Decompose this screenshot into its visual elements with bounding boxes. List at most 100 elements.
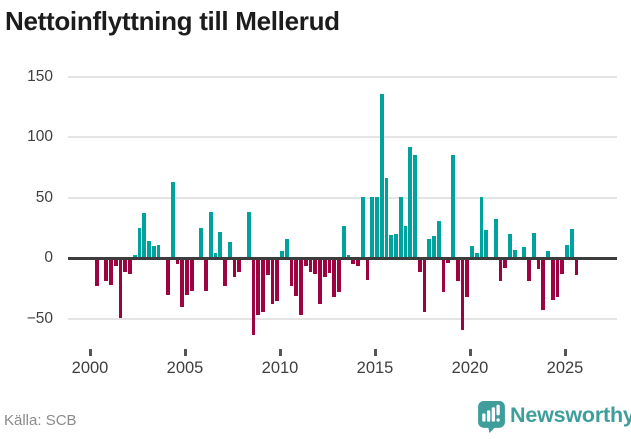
bar-2007-q4 — [237, 259, 242, 272]
bar-2011-q2 — [303, 259, 308, 266]
x-axis-tick-2020 — [469, 349, 472, 356]
bar-2007-q3 — [232, 259, 237, 277]
bar-2020-q2 — [474, 253, 479, 257]
bar-2000-q2 — [94, 259, 99, 287]
bar-2008-q3 — [251, 259, 256, 335]
bar-2009-q2 — [265, 259, 270, 276]
bar-2014-q1 — [356, 259, 360, 266]
bar-2025-q1 — [565, 244, 569, 257]
bar-2009-q4 — [275, 259, 280, 301]
bar-2005-q4 — [199, 227, 204, 257]
bar-2024-q3 — [555, 259, 560, 298]
bar-2015-q3 — [384, 178, 389, 257]
bar-2008-q4 — [256, 259, 261, 316]
x-axis-label-2005: 2005 — [166, 359, 204, 377]
bar-2024-q2 — [550, 259, 555, 300]
bar-2010-q2 — [284, 238, 289, 257]
bar-2017-q2 — [417, 259, 422, 272]
bar-2018-q4 — [446, 259, 451, 264]
bar-2018-q3 — [441, 259, 446, 293]
bar-2022-q1 — [508, 234, 512, 257]
bar-2023-q1 — [527, 259, 531, 282]
bar-2020-q1 — [470, 246, 474, 257]
bar-2015-q1 — [375, 196, 379, 257]
bar-2017-q3 — [422, 259, 427, 312]
bar-2000-q4 — [104, 259, 109, 282]
bar-2013-q4 — [351, 259, 356, 265]
bar-2016-q3 — [403, 225, 408, 257]
bar-2004-q3 — [175, 259, 180, 265]
bar-2013-q2 — [341, 225, 346, 257]
bar-2005-q1 — [185, 259, 189, 295]
bar-2022-q2 — [512, 249, 517, 257]
bar-2025-q3 — [574, 259, 579, 276]
bar-series — [90, 65, 590, 357]
newsworthy-badge-icon — [478, 401, 505, 433]
bar-2015-q4 — [389, 235, 394, 257]
bar-2023-q2 — [531, 232, 536, 257]
x-axis-tick-2025 — [564, 349, 567, 356]
bar-2011-q4 — [313, 259, 318, 275]
y-axis-label-0: 0 — [44, 249, 53, 266]
bar-2020-q3 — [479, 196, 484, 257]
bar-2022-q4 — [522, 247, 527, 257]
x-axis-label-2010: 2010 — [261, 359, 299, 377]
newsworthy-logo[interactable]: Newsworthy — [478, 400, 631, 434]
bar-2016-q1 — [394, 234, 398, 257]
bar-2017-q4 — [427, 238, 432, 257]
zero-line — [68, 256, 617, 260]
bar-2012-q4 — [332, 259, 337, 298]
bar-2012-q2 — [322, 259, 327, 277]
bar-2014-q3 — [365, 259, 370, 281]
bar-2014-q4 — [370, 196, 375, 257]
bar-2002-q3 — [137, 227, 142, 257]
y-axis-label--50: −50 — [26, 309, 53, 327]
bar-2006-q3 — [213, 253, 218, 257]
bar-2023-q3 — [536, 259, 541, 270]
bar-2019-q4 — [465, 259, 470, 298]
bar-2016-q2 — [398, 196, 403, 257]
plot-area — [68, 65, 617, 357]
gridline-50 — [68, 196, 617, 199]
bar-2002-q2 — [132, 254, 137, 257]
bar-2009-q3 — [270, 259, 275, 305]
bar-2001-q1 — [109, 259, 113, 285]
y-axis-label-50: 50 — [35, 188, 53, 206]
gridline--50 — [68, 317, 617, 320]
x-axis-label-2020: 2020 — [451, 359, 489, 377]
bar-2018-q2 — [436, 220, 441, 257]
x-axis-tick-2010 — [279, 349, 282, 356]
bar-2015-q2 — [379, 93, 384, 257]
bar-2017-q1 — [413, 155, 417, 257]
bar-2006-q4 — [218, 231, 223, 257]
bar-2013-q3 — [346, 254, 351, 257]
bar-2004-q1 — [166, 259, 170, 295]
bar-2003-q1 — [147, 241, 151, 257]
bar-2001-q3 — [118, 259, 123, 318]
bar-2025-q2 — [569, 229, 574, 257]
bar-2020-q4 — [484, 230, 489, 257]
y-axis-label-150: 150 — [27, 67, 53, 85]
bar-2007-q1 — [223, 259, 227, 287]
x-axis-label-2025: 2025 — [546, 359, 584, 377]
source-attribution: Källa: SCB — [4, 412, 77, 429]
bar-2010-q3 — [289, 259, 294, 287]
bar-2013-q1 — [337, 259, 341, 293]
x-axis-tick-2000 — [89, 349, 92, 356]
bar-2008-q2 — [246, 212, 251, 257]
bar-2012-q1 — [318, 259, 322, 305]
x-axis-label-2015: 2015 — [356, 359, 394, 377]
newsworthy-wordmark: Newsworthy — [510, 403, 631, 427]
bar-2023-q4 — [541, 259, 546, 311]
bar-2004-q4 — [180, 259, 185, 307]
bar-2021-q3 — [498, 259, 503, 282]
bar-2018-q1 — [432, 236, 436, 257]
bar-2010-q4 — [294, 259, 299, 296]
bar-2005-q2 — [189, 259, 194, 292]
bar-2009-q1 — [261, 259, 265, 312]
bar-2003-q2 — [151, 246, 156, 257]
bar-2003-q3 — [156, 244, 161, 257]
x-axis-tick-2015 — [374, 349, 377, 356]
bar-2002-q4 — [142, 213, 147, 257]
bar-2001-q2 — [113, 259, 118, 266]
